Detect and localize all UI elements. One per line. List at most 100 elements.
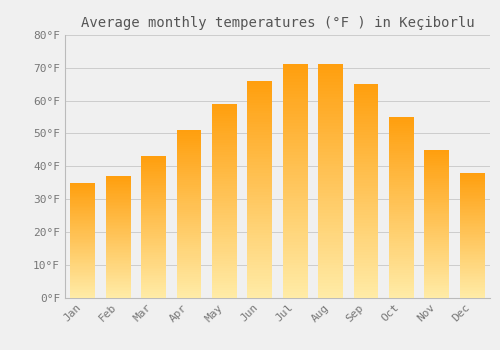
Bar [424, 155, 450, 157]
Bar [460, 202, 484, 204]
Bar [283, 166, 308, 169]
Bar [248, 205, 272, 208]
Bar [424, 170, 450, 172]
Bar [354, 103, 378, 106]
Bar [354, 180, 378, 183]
Bar [176, 239, 202, 241]
Bar [176, 231, 202, 233]
Bar [141, 271, 166, 273]
Bar [318, 286, 343, 289]
Bar [460, 263, 484, 265]
Bar [354, 252, 378, 255]
Bar [176, 182, 202, 184]
Bar [176, 147, 202, 149]
Bar [212, 225, 237, 227]
Bar [212, 249, 237, 252]
Bar [141, 273, 166, 274]
Bar [354, 105, 378, 108]
Bar [176, 180, 202, 182]
Bar [283, 105, 308, 108]
Bar [106, 244, 130, 246]
Bar [460, 207, 484, 209]
Bar [176, 157, 202, 160]
Bar [141, 192, 166, 194]
Bar [318, 271, 343, 274]
Bar [70, 274, 95, 276]
Bar [460, 229, 484, 231]
Bar [424, 292, 450, 294]
Bar [283, 271, 308, 274]
Bar [248, 257, 272, 260]
Bar [70, 246, 95, 247]
Bar [212, 104, 237, 106]
Bar [460, 188, 484, 190]
Bar [283, 155, 308, 158]
Bar [354, 223, 378, 225]
Bar [248, 113, 272, 116]
Bar [106, 293, 130, 294]
Bar [212, 232, 237, 234]
Bar [248, 249, 272, 252]
Bar [176, 130, 202, 132]
Bar [460, 187, 484, 188]
Bar [354, 276, 378, 279]
Bar [212, 140, 237, 143]
Bar [70, 254, 95, 256]
Bar [212, 184, 237, 186]
Bar [70, 229, 95, 230]
Bar [248, 143, 272, 146]
Bar [212, 109, 237, 111]
Bar [283, 187, 308, 190]
Bar [106, 267, 130, 269]
Bar [460, 224, 484, 226]
Bar [460, 241, 484, 243]
Bar [354, 151, 378, 154]
Bar [212, 189, 237, 191]
Bar [460, 232, 484, 233]
Bar [106, 241, 130, 243]
Bar [424, 198, 450, 200]
Bar [283, 73, 308, 76]
Bar [248, 151, 272, 154]
Bar [424, 179, 450, 181]
Bar [248, 105, 272, 108]
Bar [248, 200, 272, 203]
Bar [141, 248, 166, 250]
Bar [460, 257, 484, 259]
Bar [354, 289, 378, 292]
Bar [318, 254, 343, 257]
Bar [176, 199, 202, 201]
Bar [248, 219, 272, 222]
Bar [212, 113, 237, 116]
Bar [283, 225, 308, 228]
Bar [318, 123, 343, 126]
Bar [212, 285, 237, 288]
Bar [460, 244, 484, 246]
Bar [460, 238, 484, 240]
Bar [389, 212, 414, 214]
Bar [354, 143, 378, 146]
Bar [424, 209, 450, 211]
Bar [389, 185, 414, 187]
Bar [283, 146, 308, 149]
Bar [354, 284, 378, 287]
Bar [176, 235, 202, 237]
Bar [212, 152, 237, 155]
Bar [389, 266, 414, 268]
Bar [389, 133, 414, 135]
Bar [389, 146, 414, 149]
Bar [176, 139, 202, 141]
Bar [212, 133, 237, 135]
Bar [176, 203, 202, 205]
Bar [283, 64, 308, 68]
Bar [424, 242, 450, 244]
Bar [106, 264, 130, 266]
Bar [176, 195, 202, 197]
Bar [176, 229, 202, 231]
Bar [283, 207, 308, 210]
Bar [70, 214, 95, 216]
Bar [354, 183, 378, 186]
Bar [70, 282, 95, 283]
Bar [354, 220, 378, 223]
Bar [106, 209, 130, 211]
